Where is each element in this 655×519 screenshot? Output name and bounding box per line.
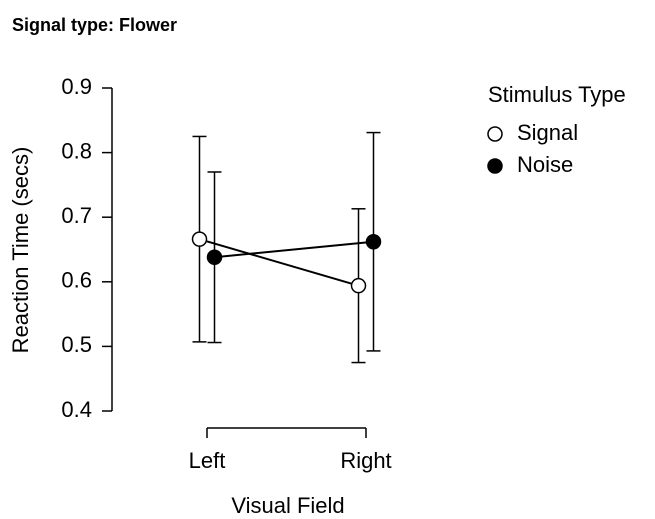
point <box>350 277 367 294</box>
y-tick-label: 0.8 <box>61 138 92 163</box>
x-tick-label: Right <box>340 448 391 473</box>
legend-marker <box>487 158 503 174</box>
chart-title: Signal type: Flower <box>12 15 177 35</box>
legend-marker <box>487 126 503 142</box>
y-tick-label: 0.9 <box>61 74 92 99</box>
point <box>191 231 208 247</box>
legend-label: Noise <box>517 152 573 177</box>
y-tick-label: 0.7 <box>61 203 92 228</box>
legend-title: Stimulus Type <box>488 82 626 107</box>
series-line <box>199 238 359 287</box>
point <box>365 233 382 250</box>
legend-label: Signal <box>517 120 578 145</box>
y-tick-label: 0.4 <box>61 397 92 422</box>
x-tick-label: Left <box>189 448 226 473</box>
x-axis-label: Visual Field <box>231 493 344 518</box>
y-axis-label: Reaction Time (secs) <box>8 147 33 354</box>
y-tick-label: 0.6 <box>61 268 92 293</box>
point <box>206 249 223 266</box>
y-tick-label: 0.5 <box>61 332 92 357</box>
series-line <box>214 240 374 259</box>
